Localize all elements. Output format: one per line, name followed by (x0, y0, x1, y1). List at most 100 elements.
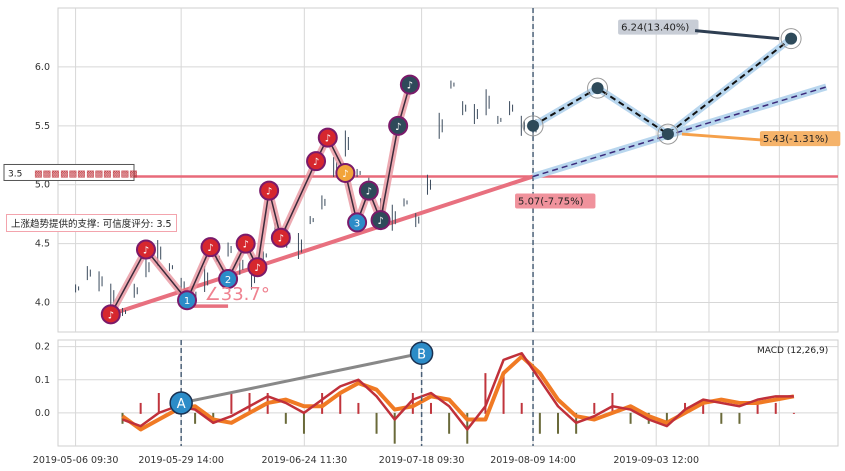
zigzag-marker (247, 257, 268, 278)
zigzag-marker-label: ♪ (207, 243, 213, 254)
y-tick-label: 4.0 (35, 298, 50, 309)
macd-histogram-bar (484, 373, 487, 414)
macd-histogram-bar (411, 393, 414, 414)
zigzag-marker-label: ♪ (266, 187, 272, 198)
macd-histogram-bar (538, 412, 541, 434)
macd-histogram-bar (248, 393, 251, 414)
macd-histogram-bar (502, 373, 505, 414)
macd-histogram-bar (321, 393, 324, 414)
zigzag-marker (177, 290, 198, 311)
support-label: 上涨趋势提供的支撑: 可信度评分: 3.5 (6, 214, 177, 232)
trend-extension-line (532, 86, 827, 178)
forecast-ring (780, 28, 802, 50)
zigzag-marker-label: ♪ (407, 81, 413, 92)
forecast-point (661, 128, 674, 141)
macd-histogram-bar (629, 412, 632, 424)
macd-histogram-bar (375, 412, 378, 434)
forecast-point (527, 119, 540, 132)
macd-y-tick-label: 0.1 (35, 375, 50, 386)
forecast-ring (657, 123, 679, 145)
zigzag-marker-label: ♪ (143, 246, 149, 257)
forecast-point (591, 82, 604, 95)
forecast-band (531, 35, 794, 138)
angle-label: ∠33.7° (205, 284, 270, 305)
macd-line (121, 354, 795, 432)
forecast-label: 5.07(-7.75%) (518, 196, 584, 207)
zigzag-marker (100, 304, 121, 325)
forecast-label: 5.43(-1.31%) (763, 134, 829, 145)
forecast-label-box (759, 131, 841, 147)
zigzag-marker (347, 212, 368, 233)
macd-marker (169, 391, 193, 415)
x-tick-label: 2019-06-24 11:30 (262, 455, 348, 466)
zigzag-marker-label: ♪ (242, 240, 248, 251)
forecast-ring (587, 77, 609, 99)
zigzag-marker-label: 1 (184, 296, 190, 307)
macd-histogram-bar (157, 393, 160, 414)
macd-histogram-bar (738, 412, 741, 424)
zigzag-marker-label: ♪ (366, 187, 372, 198)
macd-histogram-bar (393, 412, 396, 444)
zigzag-marker-label: ♪ (313, 157, 319, 168)
macd-histogram-bar (756, 402, 759, 414)
zigzag-marker-label: ♪ (108, 310, 114, 321)
forecast-label-box (618, 19, 699, 35)
resistance-legend-label: ▩▩▩ (60, 169, 86, 179)
zigzag-marker-label: 2 (225, 275, 231, 286)
macd-line (122, 352, 794, 431)
resistance-legend-box (3, 163, 135, 181)
resistance-legend-label: 3.5 (8, 169, 22, 179)
forecast-label-box (515, 193, 596, 209)
y-tick-label: 5.5 (35, 121, 50, 132)
zigzag-marker (200, 237, 221, 258)
zigzag-marker-label: ♪ (254, 263, 260, 274)
y-tick-label: 6.0 (35, 62, 50, 73)
zigzag-marker (135, 239, 156, 260)
label-arrow (681, 132, 764, 142)
macd-histogram-bar (557, 412, 560, 434)
y-tick-label: 5.0 (35, 180, 50, 191)
macd-title: MACD (12,26,9) (757, 346, 829, 356)
x-tick-label: 2019-09-03 12:00 (613, 455, 699, 466)
zigzag-marker (218, 268, 239, 289)
macd-marker-label: B (417, 347, 426, 362)
forecast-line (532, 37, 792, 136)
zigzag-marker (335, 162, 356, 183)
macd-histogram-bar (774, 402, 777, 414)
macd-histogram-bar (429, 402, 432, 414)
zigzag-marker-label: ♪ (377, 216, 383, 227)
zigzag-marker (358, 180, 379, 201)
zigzag-marker (388, 115, 409, 136)
macd-marker (409, 341, 434, 365)
forecast-ring (522, 115, 544, 137)
label-arrow (694, 29, 780, 41)
macd-histogram-bar (194, 412, 197, 424)
x-tick-label: 2019-07-18 09:30 (379, 455, 465, 466)
zigzag-marker (306, 151, 327, 172)
zigzag-marker (399, 74, 420, 95)
x-tick-label: 2019-08-09 14:00 (490, 455, 576, 466)
macd-histogram-bar (665, 412, 668, 424)
macd-histogram-bar (357, 402, 360, 414)
macd-histogram-bar (720, 412, 723, 424)
macd-histogram-bar (702, 402, 705, 414)
x-tick-label: 2019-05-06 09:30 (33, 455, 119, 466)
zigzag-marker-label: ♪ (325, 134, 331, 145)
macd-y-tick-label: 0.0 (35, 408, 50, 419)
macd-histogram-bar (792, 412, 795, 414)
macd-histogram-bar (302, 412, 305, 434)
macd-histogram-bar (611, 393, 614, 414)
zigzag-marker-label: ♪ (278, 234, 284, 245)
macd-histogram-bar (284, 412, 287, 424)
zigzag-marker (370, 210, 391, 231)
zigzag-marker-label: 3 (354, 218, 360, 229)
resistance-legend-label: ▩▩▩ (112, 169, 138, 179)
zigzag-marker (235, 233, 256, 254)
macd-histogram-bar (448, 412, 451, 434)
forecast-point (785, 32, 798, 45)
zigzag-marker (317, 127, 338, 148)
macd-histogram-bar (230, 393, 233, 414)
zigzag-marker (259, 180, 280, 201)
